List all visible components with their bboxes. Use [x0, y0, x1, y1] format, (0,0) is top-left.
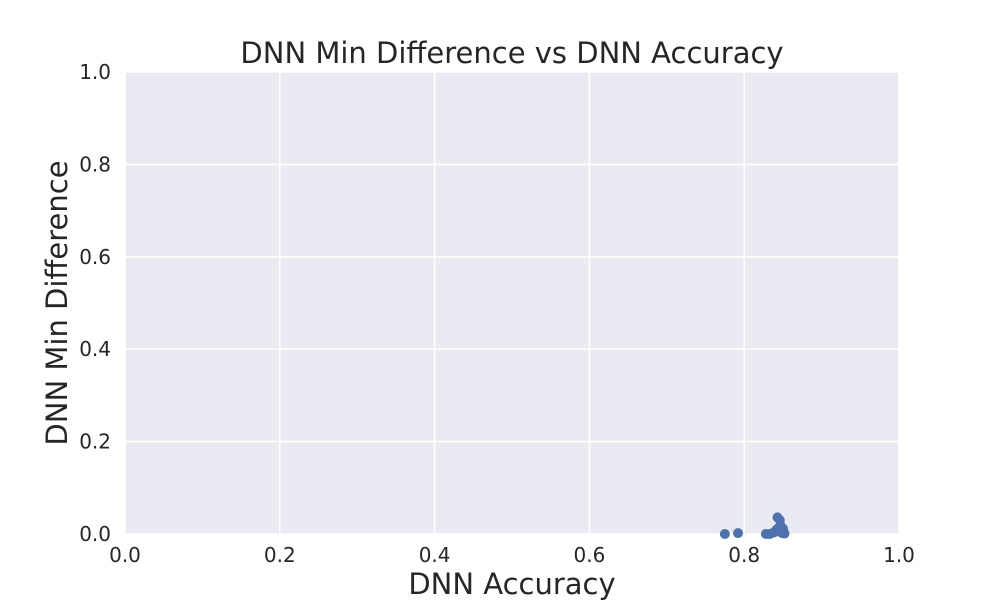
x-tick-label: 0.6 [573, 543, 605, 567]
y-tick-label: 1.0 [79, 60, 111, 84]
y-tick-label: 0.8 [79, 152, 111, 176]
data-points [719, 512, 790, 539]
x-tick-label: 1.0 [883, 543, 915, 567]
plot-background [125, 72, 899, 534]
y-gridlines [125, 71, 899, 535]
data-point [779, 528, 790, 539]
data-point [733, 528, 744, 539]
x-tick-label: 0.2 [264, 543, 296, 567]
x-tick-label: 0.8 [728, 543, 760, 567]
y-tick-label: 0.4 [79, 337, 111, 361]
y-tick-label: 0.2 [79, 430, 111, 454]
x-gridlines [124, 72, 900, 534]
x-axis-label: DNN Accuracy [408, 567, 615, 600]
y-tick-labels: 0.0 0.2 0.4 0.6 0.8 1.0 [79, 60, 111, 546]
x-tick-labels: 0.0 0.2 0.4 0.6 0.8 1.0 [109, 543, 915, 567]
chart-title: DNN Min Difference vs DNN Accuracy [240, 36, 783, 70]
y-axis-label: DNN Min Difference [40, 160, 74, 445]
data-point [719, 529, 730, 539]
x-tick-label: 0.4 [419, 543, 451, 567]
x-tick-label: 0.0 [109, 543, 141, 567]
y-tick-label: 0.0 [79, 522, 111, 546]
y-tick-label: 0.6 [79, 245, 111, 269]
